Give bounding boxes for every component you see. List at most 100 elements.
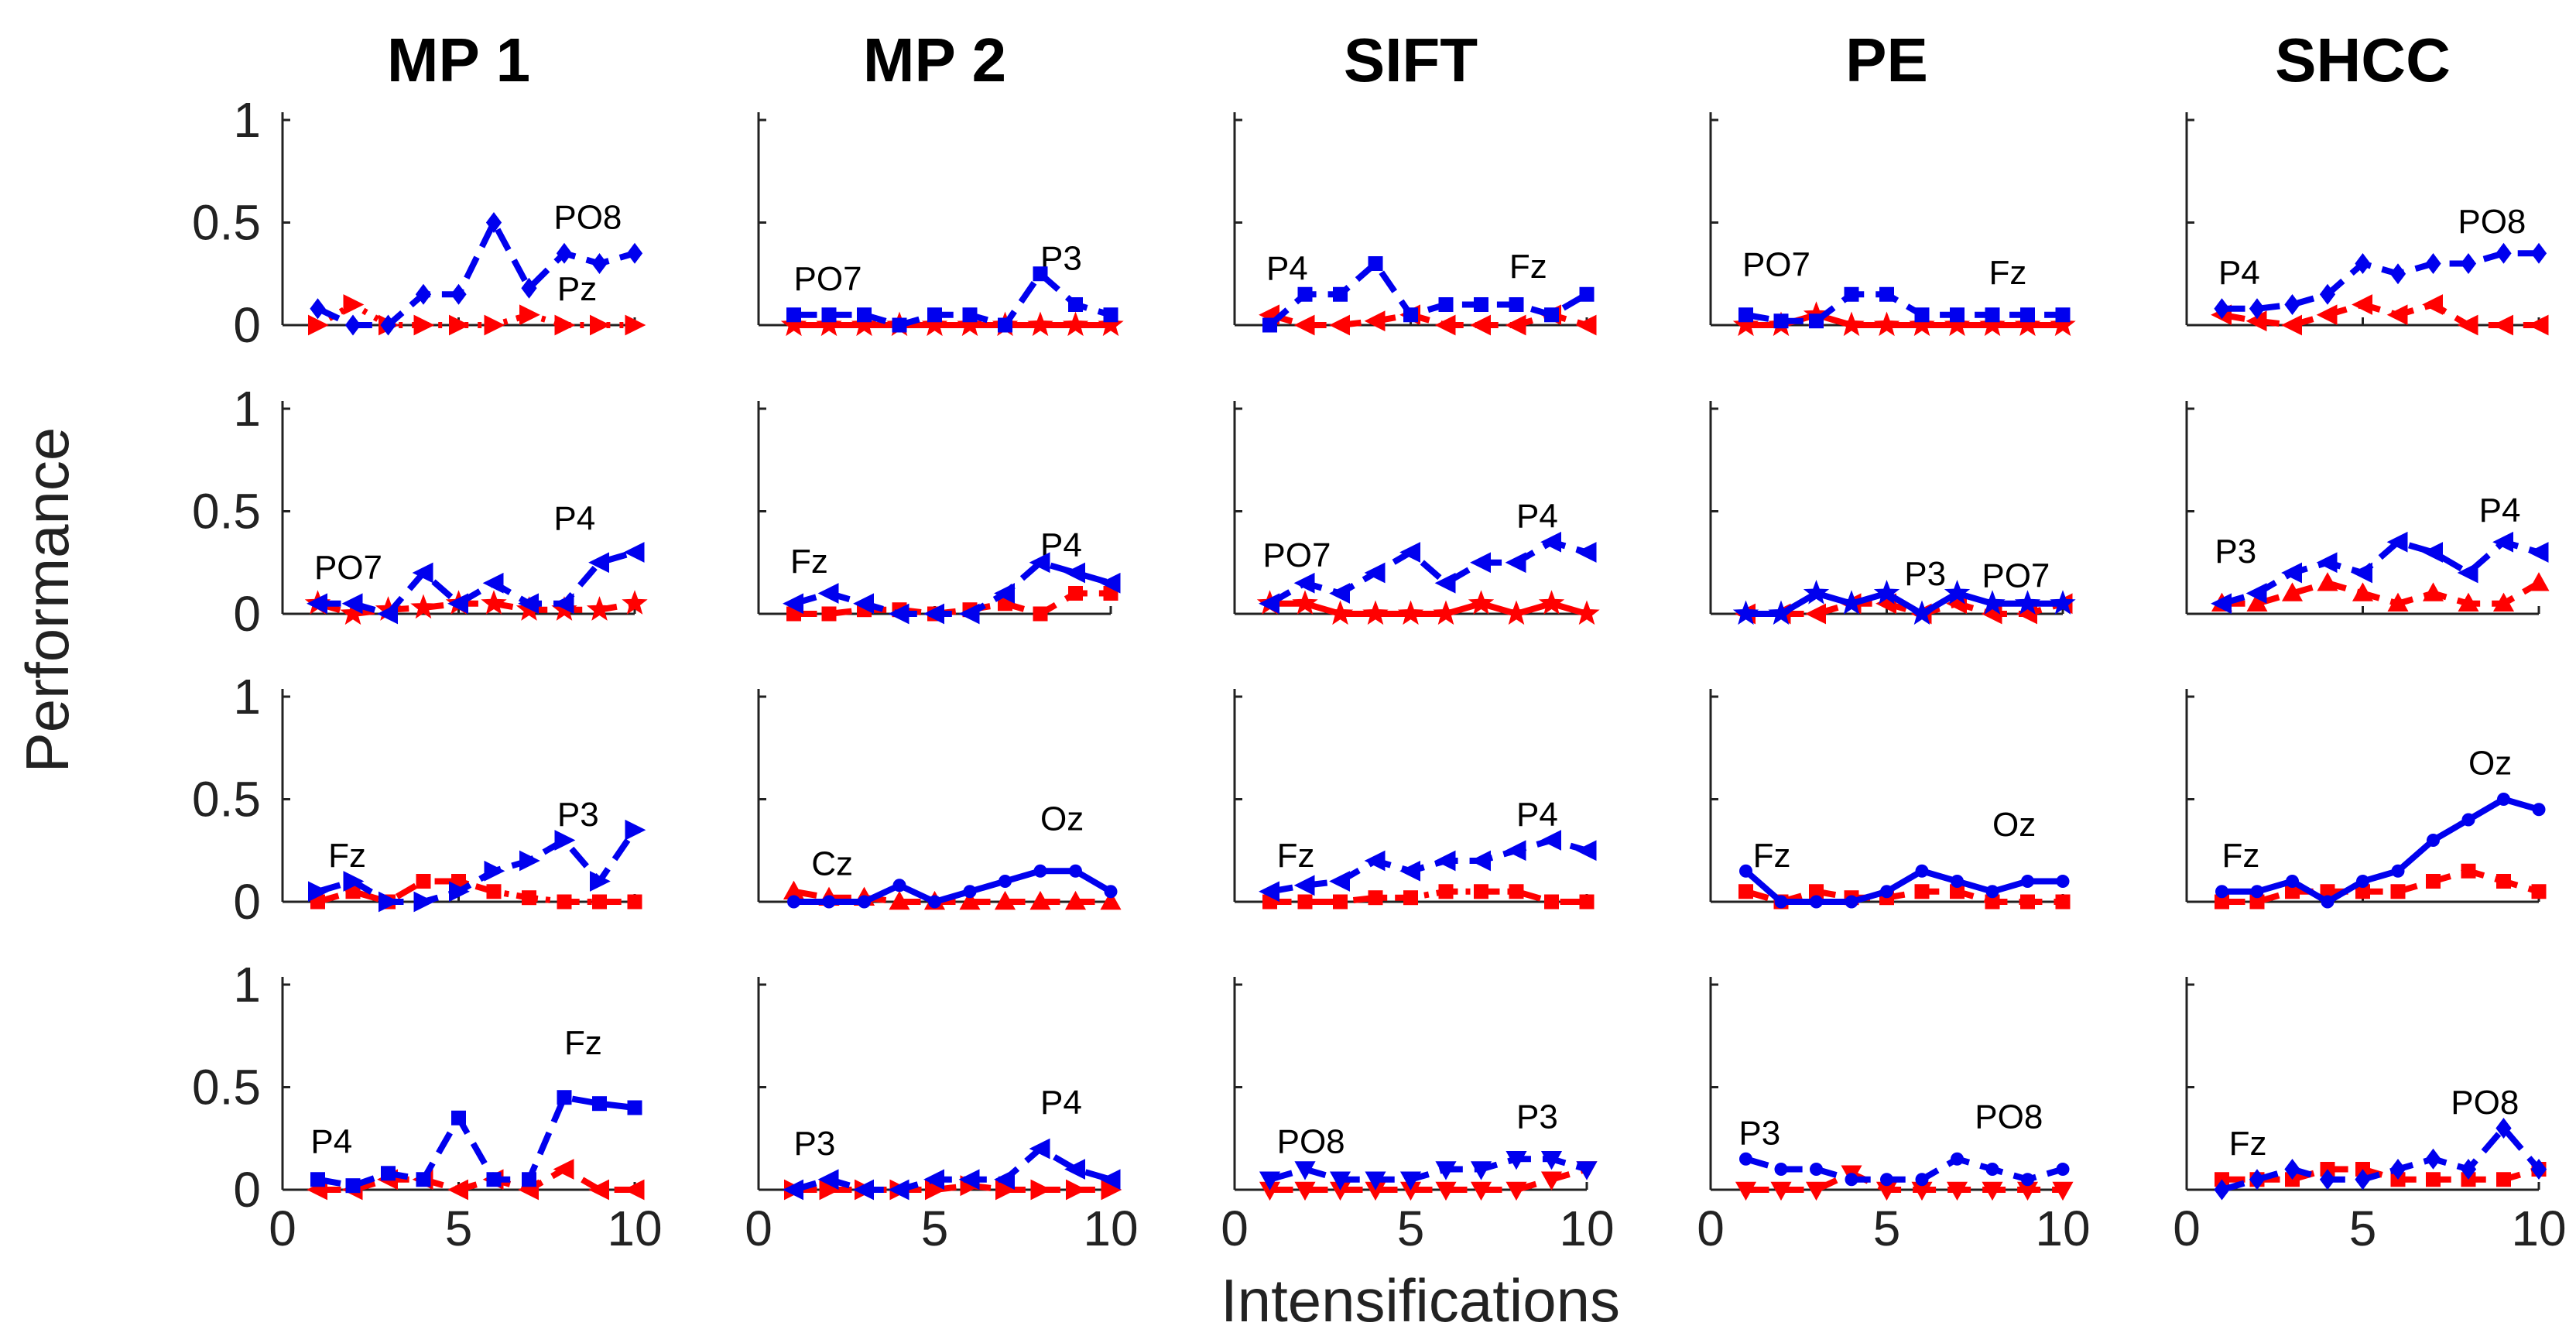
data-point: [450, 283, 467, 305]
data-point: [447, 1179, 468, 1201]
data-point: [1033, 864, 1047, 878]
data-point: [2316, 304, 2338, 326]
data-point: [1950, 307, 1965, 323]
data-point: [415, 283, 432, 305]
series-label: P3: [557, 796, 599, 834]
column-title-2: SIFT: [1344, 26, 1478, 94]
data-point: [2386, 304, 2408, 326]
column-titles: MP 1 MP 2 SIFT PE SHCC: [387, 26, 2451, 94]
data-point: [484, 860, 505, 882]
data-point: [1292, 590, 1318, 615]
series-label: Oz: [2468, 745, 2512, 783]
data-point: [2528, 572, 2550, 591]
series-line: [317, 549, 636, 617]
series-label: Cz: [811, 845, 853, 883]
y-tick-label: 1: [233, 381, 261, 437]
data-point: [1505, 552, 1526, 574]
data-point: [1873, 579, 1900, 605]
series-label: PO8: [2458, 203, 2526, 241]
series-label: P3: [794, 1125, 836, 1163]
series-label: Fz: [1509, 248, 1547, 286]
x-axis-label: Intensifications: [1221, 1266, 1620, 1334]
data-point: [1575, 542, 1597, 563]
data-point: [623, 542, 645, 563]
data-point: [2457, 562, 2478, 584]
data-point: [1327, 600, 1354, 625]
data-point: [622, 590, 648, 615]
data-point: [1739, 1152, 1752, 1166]
data-point: [1845, 895, 1858, 909]
data-point: [1844, 286, 1859, 302]
data-point: [625, 314, 646, 336]
data-point: [783, 1179, 803, 1201]
data-point: [1879, 286, 1894, 302]
column-title-0: MP 1: [387, 26, 530, 94]
series-line: [1745, 1156, 2064, 1183]
data-point: [451, 1110, 466, 1125]
data-point: [2014, 590, 2041, 615]
data-point: [1435, 1181, 1457, 1201]
data-point: [1103, 307, 1118, 323]
data-point: [2056, 875, 2070, 888]
panel-r3-c1: 0 5 10 P3 P4: [745, 977, 1139, 1256]
data-point: [413, 314, 435, 336]
data-point: [2389, 263, 2406, 285]
data-point: [484, 314, 505, 336]
series-line: [316, 219, 636, 328]
y-tick-label: 0.5: [192, 195, 261, 251]
data-point: [963, 885, 977, 899]
series-line: [2221, 301, 2539, 328]
series-line: [793, 1182, 1111, 1193]
data-point: [2389, 1159, 2406, 1180]
y-tick-label: 1: [233, 92, 261, 148]
data-point: [1774, 1163, 1788, 1176]
series-po8: PO8: [1259, 1122, 1598, 1201]
series-line: [1269, 311, 1588, 328]
data-point: [1333, 894, 1348, 910]
data-point: [2390, 884, 2406, 899]
data-point: [626, 242, 643, 264]
data-point: [1540, 830, 1561, 851]
data-point: [2457, 314, 2478, 336]
data-point: [2492, 592, 2515, 612]
data-point: [2249, 298, 2266, 320]
data-point: [2215, 885, 2228, 899]
column-title-1: MP 2: [863, 26, 1006, 94]
data-point: [486, 884, 502, 899]
data-point: [586, 596, 613, 621]
series-line: [1745, 590, 2063, 617]
data-point: [1506, 1150, 1527, 1170]
data-point: [817, 1169, 839, 1191]
data-point: [1509, 297, 1524, 312]
data-point: [1062, 311, 1089, 337]
data-point: [377, 603, 398, 625]
data-point: [2496, 1118, 2512, 1139]
panel-r2-c0: 0 0.5 1 Fz P3: [192, 669, 646, 930]
series-p3: P3: [784, 1125, 1122, 1201]
series-label: Fz: [328, 837, 366, 875]
y-tick-label: 0.5: [192, 1060, 261, 1115]
data-point: [2527, 542, 2549, 563]
data-point: [1403, 890, 1418, 906]
series-label: P4: [1266, 250, 1308, 288]
data-point: [787, 895, 800, 909]
series-p4: P4: [2211, 492, 2549, 615]
series-line: [2221, 1125, 2542, 1193]
data-point: [2286, 875, 2299, 888]
data-point: [557, 894, 572, 910]
data-point: [591, 253, 608, 274]
data-point: [1951, 1152, 1964, 1166]
panel-r1-c0: 0 0.5 1 P4 PO7: [192, 381, 648, 642]
panel-r2-c1: Cz Oz: [757, 689, 1122, 910]
series-label: P4: [1516, 796, 1558, 834]
series-label: Fz: [2222, 837, 2260, 875]
data-point: [1399, 542, 1420, 563]
data-point: [1915, 1173, 1929, 1187]
data-point: [994, 1169, 1015, 1191]
series-oz: Oz: [2215, 745, 2546, 909]
series-label: PO7: [1262, 536, 1331, 574]
series-line: [2221, 539, 2540, 607]
x-tick-label: 5: [921, 1201, 949, 1256]
data-point: [1470, 850, 1491, 872]
